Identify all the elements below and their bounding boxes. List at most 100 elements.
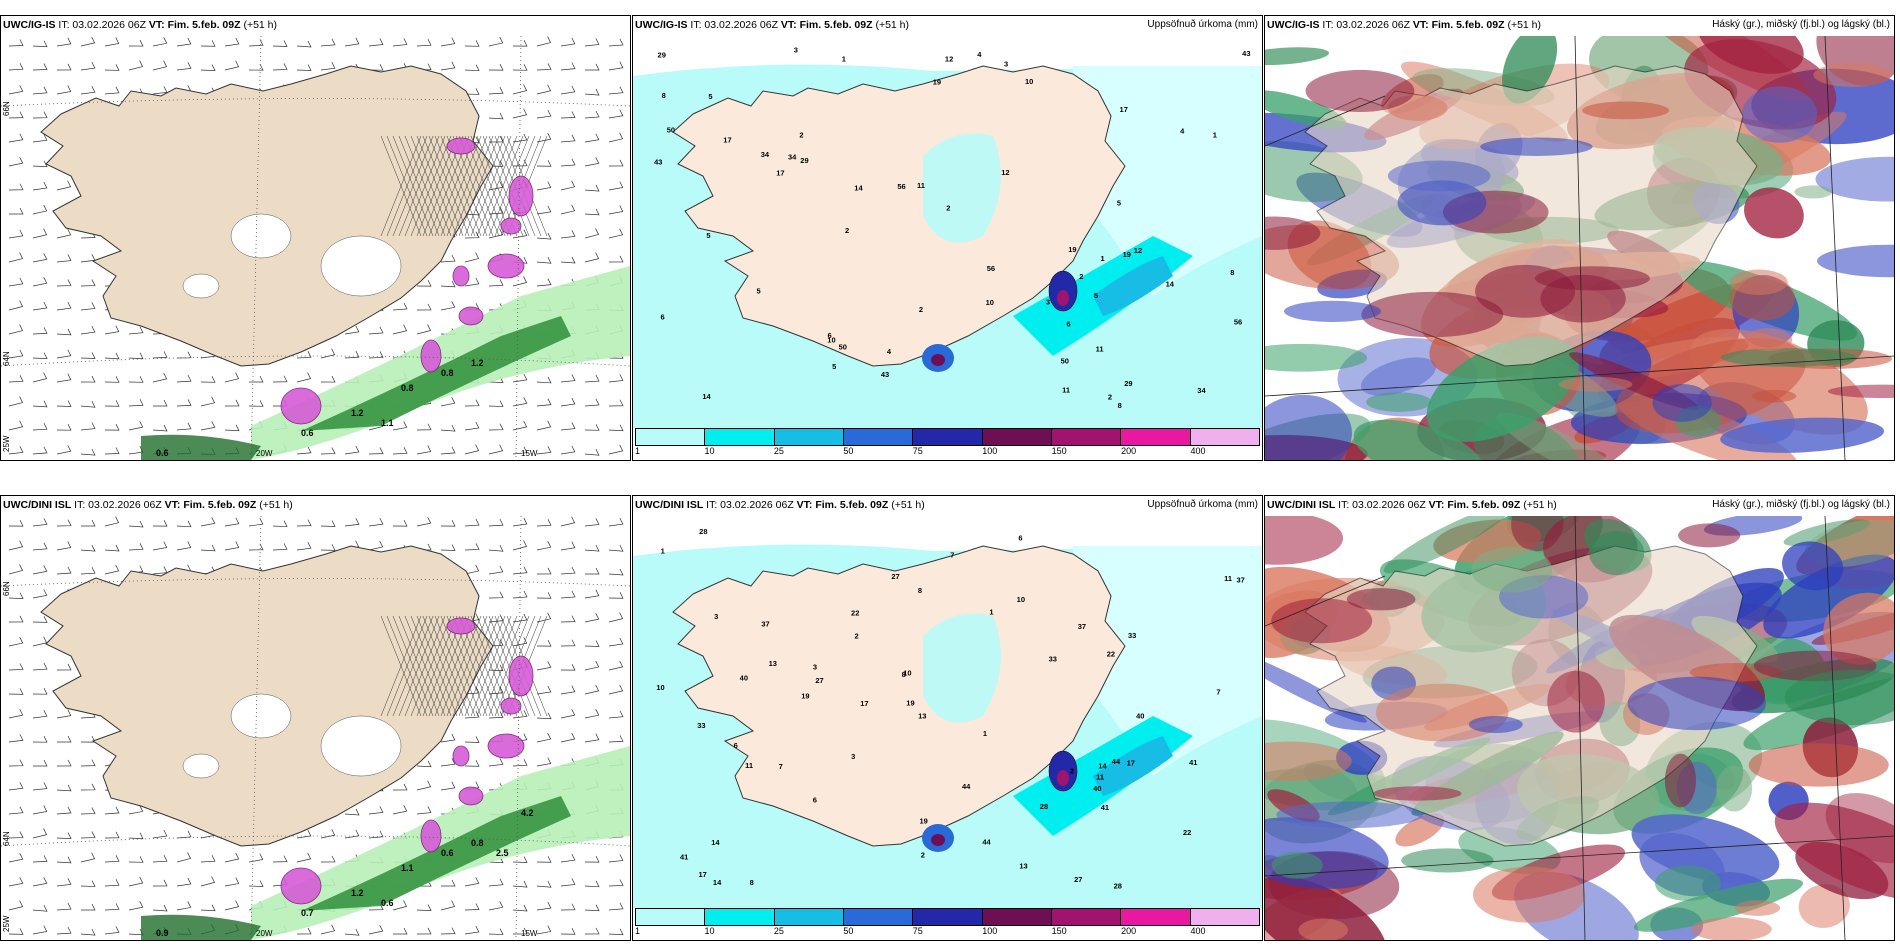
precip-value-label: 1 — [661, 546, 665, 555]
precip-value-label: 10 — [827, 336, 835, 345]
wind-value-label: 0.8 — [471, 838, 484, 848]
precip-value-label: 19 — [919, 816, 927, 825]
precip-value-label: 14 — [711, 838, 720, 847]
precip-value-label: 8 — [918, 586, 922, 595]
precip-value-label: 5 — [706, 231, 710, 240]
legend-swatch — [636, 909, 706, 925]
wind-value-label: 1.2 — [351, 888, 364, 898]
precip-value-label: 8 — [662, 91, 666, 100]
precip-value-label: 12 — [1001, 168, 1009, 177]
panel-header: UWC/DINI ISL IT: 03.02.2026 06Z VT: Fim.… — [635, 498, 1258, 516]
legend-label: 100 — [982, 926, 998, 936]
precip-value-label: 5 — [756, 287, 760, 296]
precip-value-label: 33 — [1128, 631, 1136, 640]
map-canvas: 1 2 3 6 13 19 33 22 44 41 40 37 28 27 17 14 10 11 8 7 1 2 3 6 13… — [633, 516, 1262, 908]
precip-value-label: 3 — [851, 752, 855, 761]
precip-value-label: 17 — [776, 168, 784, 177]
legend-label: 1 — [635, 926, 641, 936]
valid-label: VT: — [148, 19, 165, 31]
precip-value-label: 10 — [1017, 595, 1025, 604]
precip-value-label: 4 — [887, 347, 892, 356]
precip-value-label: 19 — [801, 692, 809, 701]
legend-label: 400 — [1190, 926, 1206, 936]
precip-value-label: 14 — [854, 184, 863, 193]
valid-label: VT: — [1428, 499, 1445, 511]
precip-value-label: 33 — [697, 721, 705, 730]
precip-value-label: 6 — [1018, 533, 1022, 542]
valid-label: VT: — [1412, 19, 1429, 31]
precip-value-label: 56 — [1234, 318, 1242, 327]
legend-swatch — [1190, 429, 1259, 445]
precip-value-label: 29 — [658, 51, 666, 60]
precip-value-label: 4 — [1180, 126, 1185, 135]
legend-swatch — [1051, 429, 1122, 445]
wind-value-label: 4.2 — [521, 808, 534, 818]
precip-value-label: 41 — [1189, 758, 1197, 767]
init-time: IT: 03.02.2026 06Z — [690, 19, 778, 31]
legend-label: 100 — [982, 446, 998, 456]
lat-64-label: 64N — [2, 351, 11, 366]
precip-value-label: 13 — [769, 659, 777, 668]
precip-value-label: 43 — [654, 158, 662, 167]
legend-bar — [635, 908, 1260, 926]
legend-swatch — [982, 909, 1052, 925]
legend-swatch — [982, 429, 1052, 445]
precip-value-label: 44 — [962, 782, 971, 791]
precip-value-label: 1 — [983, 729, 987, 738]
precip-value-label: 50 — [1061, 356, 1069, 365]
precip-value-label: 22 — [851, 608, 859, 617]
precip-value-label: 8 — [1118, 401, 1122, 410]
legend-bar — [635, 428, 1260, 446]
precip-value-label: 3 — [794, 45, 798, 54]
panel-ig-precip: UWC/IG-IS IT: 03.02.2026 06Z VT: Fim. 5.… — [632, 15, 1263, 461]
legend-label: 10 — [704, 446, 715, 456]
precip-value-label: 6 — [661, 313, 665, 322]
init-time: IT: 03.02.2026 06Z — [1338, 499, 1426, 511]
precip-value-label: 2 — [921, 850, 925, 859]
precip-value-label: 50 — [839, 342, 847, 351]
precip-value-label: 10 — [656, 683, 664, 692]
precip-value-label: 11 — [1096, 772, 1104, 781]
precip-value-label: 11 — [1096, 345, 1104, 354]
wind-value-label: 1.2 — [351, 408, 364, 418]
lead-time: (+51 h) — [1507, 19, 1542, 31]
precip-value-label: 2 — [1070, 767, 1074, 776]
precip-value-label: 56 — [897, 182, 905, 191]
wind-value-label: 0.6 — [301, 428, 314, 438]
precip-value-label: 8 — [902, 670, 906, 679]
valid-time: Fim. 5.feb. 09Z — [1447, 499, 1521, 511]
map-canvas: 2 1 2 4 5 6 14 29 34 43 50 56 17 19 12 10 11 5 3 8 2 1 2 4 5 6 14 2… — [633, 36, 1262, 428]
field-title: Háský (gr.), miðský (fj.bl.) og lágský (… — [1712, 19, 1890, 30]
precip-value-label: 37 — [1237, 575, 1245, 584]
panel-header: UWC/IG-IS IT: 03.02.2026 06Z VT: Fim. 5.… — [3, 18, 626, 36]
panel-dini-wind: UWC/DINI ISL IT: 03.02.2026 06Z VT: Fim.… — [0, 495, 631, 941]
precip-value-label: 10 — [903, 669, 911, 678]
precip-value-label: 8 — [1230, 268, 1234, 277]
precip-value-label: 37 — [761, 620, 769, 629]
field-title: Uppsöfnuð úrkoma (mm) — [1147, 19, 1258, 30]
precip-value-label: 34 — [1197, 386, 1206, 395]
legend-swatch — [1121, 429, 1191, 445]
precip-value-label: 13 — [1019, 862, 1027, 871]
panel-dini-cloud: UWC/DINI ISL IT: 03.02.2026 06Z VT: Fim.… — [1264, 495, 1895, 941]
wind-value-label: 0.6 — [381, 898, 394, 908]
panel-ig-cloud: UWC/IG-IS IT: 03.02.2026 06Z VT: Fim. 5.… — [1264, 15, 1895, 461]
valid-label: VT: — [780, 19, 797, 31]
field-title: Uppsöfnuð úrkoma (mm) — [1147, 499, 1258, 510]
precip-value-label: 11 — [1062, 386, 1070, 395]
precip-value-label: 14 — [1166, 280, 1175, 289]
wind-map-svg: 0.6 0.8 0.8 1.1 1.2 0.6 1.2 66N 64N 25W 20W 15W — [1, 36, 630, 460]
legend-swatch — [1190, 909, 1259, 925]
precip-value-label: 17 — [699, 870, 707, 879]
precip-value-label: 5 — [1117, 198, 1121, 207]
legend-swatch — [705, 429, 775, 445]
panel-header: UWC/IG-IS IT: 03.02.2026 06Z VT: Fim. 5.… — [1267, 18, 1890, 36]
precip-value-label: 44 — [1112, 757, 1121, 766]
color-legend: 1 10 25 50 75 100 150 200 400 — [635, 428, 1260, 458]
precip-value-label: 2 — [845, 226, 849, 235]
precip-value-label: 6 — [813, 795, 817, 804]
cloud-map-svg — [1265, 36, 1894, 460]
precip-value-label: 19 — [906, 699, 914, 708]
precip-value-label: 7 — [1216, 688, 1220, 697]
